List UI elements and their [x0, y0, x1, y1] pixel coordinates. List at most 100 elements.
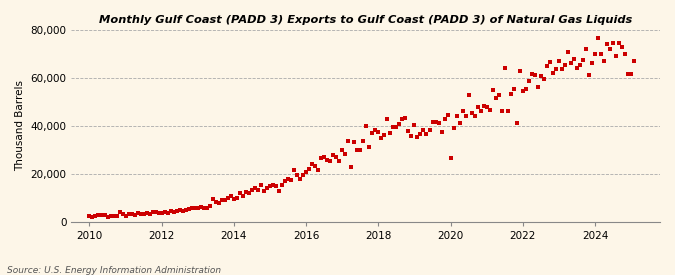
Title: Monthly Gulf Coast (PADD 3) Exports to Gulf Coast (PADD 3) of Natural Gas Liquid: Monthly Gulf Coast (PADD 3) Exports to G…: [99, 15, 632, 25]
Point: [126, 211, 137, 216]
Point: [568, 57, 579, 62]
Point: [403, 128, 414, 133]
Point: [574, 63, 585, 68]
Point: [132, 211, 143, 215]
Point: [234, 191, 245, 196]
Point: [628, 59, 639, 63]
Point: [144, 211, 155, 216]
Point: [304, 167, 315, 172]
Point: [601, 42, 612, 46]
Point: [608, 41, 618, 46]
Point: [340, 151, 350, 156]
Point: [168, 210, 179, 214]
Point: [436, 129, 447, 134]
Point: [632, 23, 643, 27]
Point: [141, 211, 152, 216]
Point: [454, 121, 465, 125]
Point: [469, 114, 480, 119]
Point: [129, 213, 140, 218]
Point: [448, 125, 459, 130]
Point: [614, 41, 624, 45]
Point: [595, 51, 606, 56]
Point: [301, 170, 312, 175]
Point: [108, 213, 119, 218]
Point: [295, 177, 306, 181]
Point: [198, 206, 209, 210]
Point: [232, 196, 242, 200]
Point: [512, 121, 522, 126]
Point: [439, 117, 450, 121]
Point: [560, 63, 570, 67]
Point: [117, 212, 128, 216]
Point: [162, 210, 173, 215]
Point: [611, 54, 622, 59]
Point: [508, 87, 519, 92]
Point: [367, 131, 378, 135]
Point: [421, 132, 432, 137]
Point: [238, 194, 248, 198]
Point: [244, 191, 254, 195]
Point: [201, 206, 212, 210]
Point: [325, 159, 335, 163]
Point: [180, 208, 191, 212]
Point: [111, 214, 122, 218]
Point: [316, 155, 327, 160]
Point: [533, 85, 543, 90]
Point: [259, 189, 269, 193]
Point: [514, 69, 525, 74]
Point: [102, 214, 113, 219]
Point: [331, 155, 342, 159]
Point: [382, 117, 393, 122]
Point: [578, 58, 589, 62]
Point: [292, 173, 302, 178]
Point: [319, 155, 329, 159]
Text: Source: U.S. Energy Information Administration: Source: U.S. Energy Information Administ…: [7, 266, 221, 275]
Point: [334, 158, 345, 163]
Point: [93, 213, 104, 218]
Point: [427, 120, 438, 124]
Point: [346, 165, 356, 169]
Point: [153, 210, 164, 215]
Point: [388, 125, 399, 130]
Point: [184, 207, 194, 212]
Point: [589, 52, 600, 56]
Point: [337, 148, 348, 152]
Point: [463, 93, 474, 97]
Point: [190, 206, 200, 210]
Point: [310, 163, 321, 168]
Point: [289, 168, 300, 172]
Point: [114, 210, 125, 214]
Point: [412, 135, 423, 139]
Point: [250, 186, 261, 190]
Point: [286, 177, 296, 182]
Point: [313, 168, 323, 173]
Point: [84, 213, 95, 218]
Point: [105, 214, 116, 219]
Point: [457, 109, 468, 113]
Point: [430, 120, 441, 124]
Point: [496, 109, 507, 113]
Point: [451, 114, 462, 119]
Point: [171, 209, 182, 213]
Point: [361, 123, 372, 128]
Point: [599, 59, 610, 63]
Point: [186, 206, 197, 211]
Point: [138, 212, 149, 216]
Point: [219, 198, 230, 202]
Point: [466, 111, 477, 116]
Point: [376, 136, 387, 141]
Point: [523, 79, 534, 83]
Point: [174, 208, 185, 212]
Point: [587, 61, 597, 65]
Point: [493, 93, 504, 97]
Point: [623, 72, 634, 76]
Point: [273, 189, 284, 194]
Point: [446, 156, 456, 161]
Point: [502, 109, 513, 113]
Point: [556, 67, 567, 72]
Point: [617, 45, 628, 50]
Point: [400, 116, 411, 120]
Point: [217, 198, 227, 202]
Point: [572, 66, 583, 70]
Point: [433, 121, 444, 125]
